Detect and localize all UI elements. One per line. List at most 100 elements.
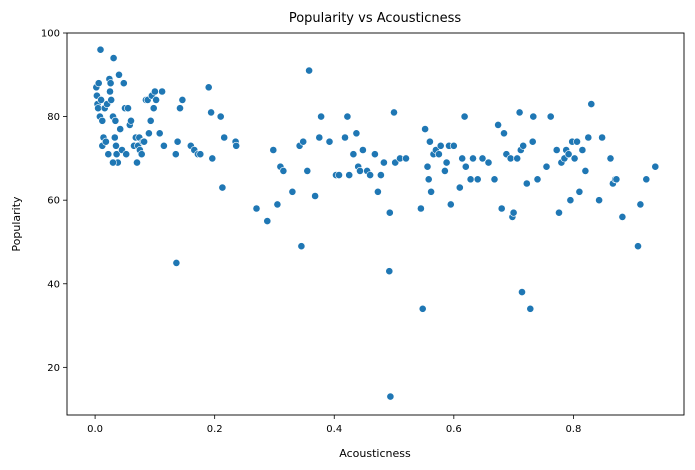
data-point [373,187,382,196]
data-point [506,154,515,163]
data-point [119,79,128,88]
data-point [112,150,121,159]
data-point [427,187,435,196]
data-point [634,242,642,251]
data-point [461,162,470,171]
data-point [612,175,621,184]
data-point [204,83,213,92]
data-point [566,196,575,205]
data-point [173,137,182,146]
data-point [263,217,272,225]
points-layer [92,45,660,401]
data-point [555,208,563,217]
data-point [218,183,227,192]
chart-title: Popularity vs Acousticness [289,11,462,26]
data-point [216,112,225,121]
x-tick-label: 0.0 [87,424,103,435]
data-point [533,175,542,184]
data-point [542,162,551,171]
data-point [546,112,555,121]
data-point [124,104,132,113]
data-point [478,154,487,163]
data-point [288,187,297,196]
data-point [358,146,367,154]
data-point [423,162,432,171]
y-axis-ticks: 20 40 60 80 100 [41,29,67,374]
data-point [252,204,261,213]
data-point [122,150,131,159]
data-point [528,137,537,146]
x-tick-label: 0.2 [207,424,223,435]
data-point [490,175,499,184]
y-axis-label: Popularity [10,196,23,252]
data-point [269,146,278,154]
data-point [356,166,364,175]
data-point [273,200,282,209]
data-point [178,96,187,104]
data-point [581,166,590,175]
data-point [111,116,120,125]
x-axis-label: Acousticness [339,447,411,460]
x-axis-ticks: 0.0 0.2 0.4 0.6 0.8 [87,415,581,435]
data-point [385,267,394,276]
data-point [341,133,349,142]
data-point [575,187,584,196]
data-point [107,96,116,104]
data-point [299,137,308,146]
data-point [421,125,429,134]
x-tick-label: 0.6 [446,424,462,435]
data-point [370,150,379,159]
data-point [152,96,160,104]
data-point [115,70,123,79]
data-point [484,158,493,167]
data-point [109,158,117,167]
data-point [106,79,115,88]
data-point [578,146,587,154]
data-point [473,175,482,184]
data-point [133,158,141,167]
x-tick-label: 0.4 [326,424,342,435]
data-point [460,112,469,121]
data-point [458,154,467,163]
data-point [573,137,581,146]
data-point [150,87,159,96]
data-point [311,192,319,200]
data-point [618,212,627,221]
data-point [127,116,135,125]
data-point [279,166,288,175]
data-point [172,258,181,267]
data-point [446,200,455,209]
data-point [343,112,352,121]
data-point [434,150,443,159]
data-point [305,66,313,75]
data-point [158,87,166,96]
y-tick-label: 20 [47,363,60,374]
data-point [376,171,385,179]
data-point [109,54,118,62]
data-point [352,129,361,138]
data-point [519,141,528,150]
data-point [137,150,146,159]
data-point [171,150,180,159]
data-point [317,112,325,121]
data-point [552,146,561,154]
data-point [587,100,596,108]
data-point [98,116,107,125]
data-point [416,204,425,213]
data-point [497,204,506,213]
data-point [94,79,103,88]
data-point [102,137,110,146]
data-point [455,183,464,192]
y-tick-label: 60 [47,196,60,207]
y-tick-label: 80 [47,112,60,123]
data-point [564,150,573,159]
data-point [155,129,164,138]
data-point [104,150,113,159]
data-point [402,154,410,163]
data-point [642,175,651,184]
plot-frame [66,32,685,416]
data-point [390,108,398,117]
data-point [570,154,579,163]
y-tick-label: 40 [47,279,60,290]
